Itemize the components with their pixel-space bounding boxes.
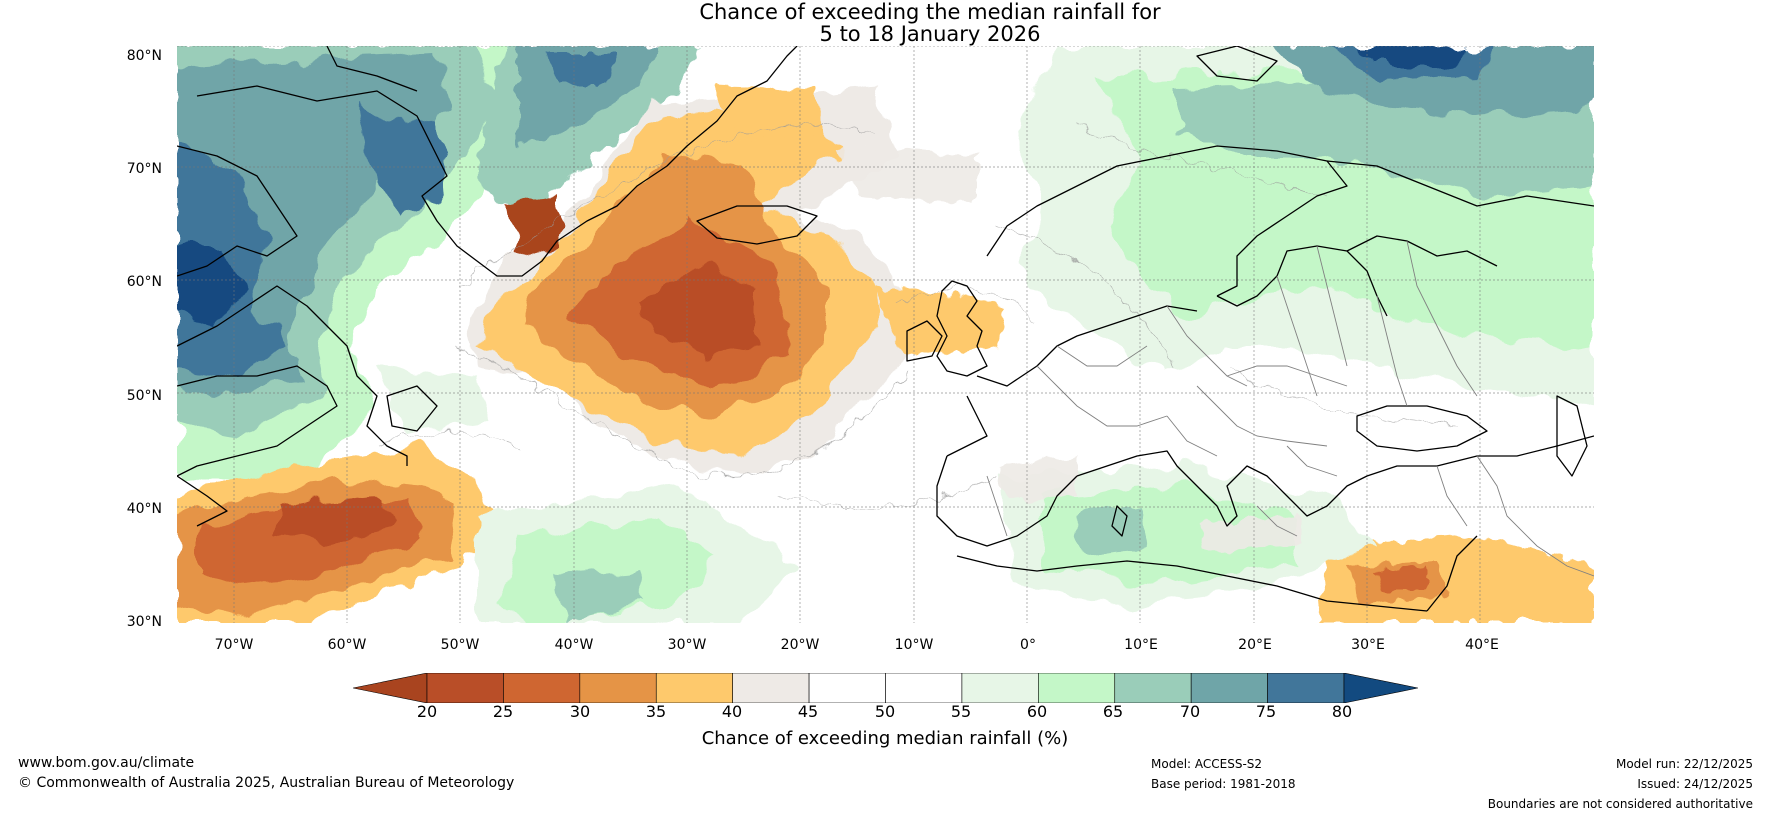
coast-labrador	[177, 285, 408, 466]
dry-region-atlantic	[467, 86, 937, 476]
coast-great-britain	[936, 280, 988, 377]
lon-label-70w: 70°W	[214, 637, 254, 653]
colorbar-label: Chance of exceeding median rainfall (%)	[701, 728, 1069, 749]
coast-finland	[1346, 235, 1498, 267]
coast-france-north	[976, 305, 1198, 387]
coast-italy-islands	[1111, 505, 1128, 537]
footer-model: Model: ACCESS-S2	[1151, 757, 1263, 771]
coast-us-east	[177, 475, 228, 527]
colorbar-tick-20: 20	[416, 702, 438, 721]
lon-label-10e: 10°E	[1124, 637, 1158, 653]
colorbar-segment	[1267, 673, 1345, 703]
colorbar-extend-high	[1343, 673, 1418, 703]
lat-label-80n: 80°N	[126, 48, 162, 64]
colorbar-tick-50: 50	[874, 702, 896, 721]
lon-label-50w: 50°W	[440, 637, 480, 653]
dry-region-east-med	[1317, 536, 1594, 623]
colorbar-tick-65: 65	[1102, 702, 1124, 721]
coast-baffin	[177, 145, 298, 277]
near-median-patches	[837, 146, 1297, 551]
lon-label-40w: 40°W	[554, 637, 594, 653]
coast-north-africa	[956, 555, 1428, 612]
footer-base-period: Base period: 1981-2018	[1151, 777, 1296, 791]
footer-copyright: © Commonwealth of Australia 2025, Austra…	[18, 775, 515, 791]
coast-iberia	[936, 455, 1078, 547]
colorbar	[353, 673, 1418, 703]
chart-title-line-1: Chance of exceeding the median rainfall …	[699, 0, 1161, 24]
dry-region-british-isles	[717, 86, 1007, 356]
lat-label-40n: 40°N	[126, 501, 162, 517]
lat-label-70n: 70°N	[126, 161, 162, 177]
footer-issued: Issued: 24/12/2025	[1637, 777, 1753, 791]
coast-levant	[1426, 535, 1478, 612]
colorbar-tick-70: 70	[1179, 702, 1201, 721]
graticule	[177, 46, 1594, 623]
colorbar-segment	[1190, 673, 1268, 703]
wet-region-south	[377, 366, 1377, 623]
colorbar-tick-40: 40	[721, 702, 743, 721]
footer-website: www.bom.gov.au/climate	[18, 755, 195, 771]
lat-label-60n: 60°N	[126, 274, 162, 290]
country-borders	[986, 240, 1594, 577]
colorbar-segment	[1114, 673, 1192, 703]
lon-label-20e: 20°E	[1238, 637, 1272, 653]
footer-disclaimer: Boundaries are not considered authoritat…	[1487, 797, 1753, 811]
coast-st-lawrence	[177, 365, 338, 477]
lon-label-30w: 30°W	[667, 637, 707, 653]
coast-ireland	[906, 320, 943, 362]
colorbar-segment	[1038, 673, 1116, 703]
rainfall-probability-map	[177, 46, 1594, 623]
colorbar-segment	[503, 673, 581, 703]
colorbar-tick-45: 45	[797, 702, 819, 721]
lon-label-60w: 60°W	[327, 637, 367, 653]
coast-russia-north	[1326, 160, 1594, 207]
coast-norway	[986, 145, 1348, 297]
colorbar-tick-35: 35	[645, 702, 667, 721]
coast-greenland-north	[326, 46, 418, 92]
lon-label-20w: 20°W	[780, 637, 820, 653]
colorbar-segment	[579, 673, 657, 703]
colorbar-extend-low	[353, 673, 428, 703]
colorbar-segment	[885, 673, 963, 703]
colorbar-tick-25: 25	[492, 702, 514, 721]
contour-lines	[376, 125, 1458, 507]
colorbar-segment	[808, 673, 886, 703]
colorbar-tick-60: 60	[1026, 702, 1048, 721]
lat-label-50n: 50°N	[126, 388, 162, 404]
dry-region-southwest	[177, 446, 497, 623]
colorbar-segment	[655, 673, 733, 703]
coast-svalbard	[1196, 46, 1278, 82]
chart-title-line-2: 5 to 18 January 2026	[819, 22, 1041, 46]
coast-biscay	[946, 395, 988, 457]
lon-label-40e: 40°E	[1465, 637, 1499, 653]
lon-label-0: 0°	[1020, 637, 1036, 653]
coast-newfoundland	[386, 385, 438, 432]
coast-med-north	[1076, 435, 1594, 527]
colorbar-tick-30: 30	[569, 702, 591, 721]
lon-label-10w: 10°W	[894, 637, 934, 653]
coast-caspian	[1556, 395, 1588, 477]
coast-greenland	[196, 46, 798, 277]
colorbar-tick-55: 55	[950, 702, 972, 721]
lon-label-30e: 30°E	[1351, 637, 1385, 653]
wet-region-greenland	[477, 46, 697, 216]
lat-label-30n: 30°N	[126, 614, 162, 630]
coast-iceland	[696, 205, 818, 245]
colorbar-segment	[426, 673, 504, 703]
colorbar-tick-75: 75	[1255, 702, 1277, 721]
coastlines	[177, 46, 1594, 612]
colorbar-tick-80: 80	[1331, 702, 1353, 721]
footer-model-run: Model run: 22/12/2025	[1615, 757, 1753, 771]
coast-sweden-baltic	[1216, 245, 1388, 317]
colorbar-segment	[732, 673, 810, 703]
colorbar-segment	[961, 673, 1039, 703]
wet-region-west	[177, 46, 537, 486]
wet-region-north-europe	[1017, 46, 1594, 406]
